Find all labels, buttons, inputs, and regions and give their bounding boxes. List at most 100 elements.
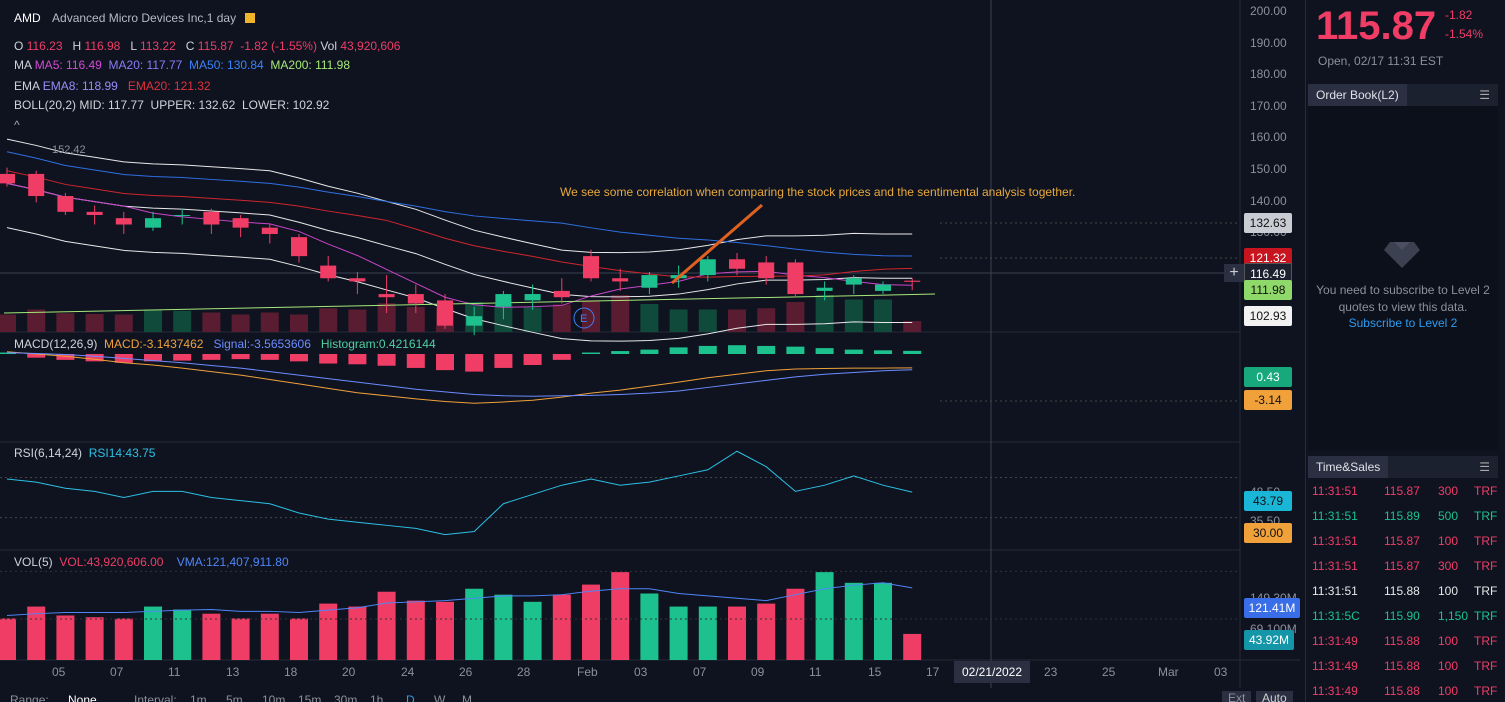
range-select[interactable]: None	[68, 693, 97, 702]
timesales-row: 11:31:49 115.88 100 TRF	[1312, 631, 1497, 651]
macd-hist-bar	[728, 345, 746, 354]
volume-bar	[290, 618, 308, 660]
timesales-menu-icon[interactable]: ☰	[1479, 460, 1490, 474]
macd-hist-bar	[874, 350, 892, 354]
candle-body	[407, 294, 424, 304]
tab-timesales[interactable]: Time&Sales	[1308, 456, 1389, 478]
time-axis-label: 18	[284, 665, 298, 679]
range-label: Range:	[10, 693, 49, 702]
time-axis-label: 25	[1102, 665, 1116, 679]
volume-bar	[698, 606, 717, 660]
tab-orderbook[interactable]: Order Book(L2)	[1308, 84, 1407, 106]
price-volume-bar	[290, 314, 308, 332]
candle-body	[729, 259, 745, 269]
earnings-marker: E	[580, 313, 587, 325]
ext-button[interactable]: Ext	[1222, 691, 1252, 702]
chart-annotation[interactable]: We see some correlation when comparing t…	[560, 185, 1076, 199]
time-axis-label: 23	[1044, 665, 1058, 679]
timesales-cell: 1,150	[1438, 609, 1469, 623]
price-volume-bar	[202, 312, 221, 332]
volume-bar	[406, 600, 425, 660]
timesales-row: 11:31:49 115.88 100 TRF	[1312, 656, 1497, 676]
crosshair-plus-icon[interactable]: +	[1224, 264, 1244, 282]
timesales-cell: TRF	[1474, 584, 1498, 598]
timesales-cell: 115.88	[1384, 659, 1420, 673]
price-volume-bar	[173, 310, 192, 332]
last-price: 115.87	[1316, 4, 1437, 48]
interval-option[interactable]: 15m	[298, 693, 322, 702]
ema-line: EMA EMA8: 118.99 EMA20: 121.32	[14, 79, 211, 93]
macd-hist-bar	[56, 354, 75, 360]
price-volume-bar	[0, 314, 16, 332]
vma-line	[6, 582, 913, 616]
macd-hist-bar	[436, 354, 454, 371]
annotation-trendline	[671, 203, 763, 285]
price-volume-bar	[144, 309, 162, 332]
price-volume-bar	[611, 295, 630, 332]
right-panel: 115.87 -1.82 -1.54% Open, 02/17 11:31 ES…	[1305, 0, 1505, 702]
candle-body	[583, 256, 599, 279]
price-volume-bar	[728, 309, 746, 332]
auto-button[interactable]: Auto	[1256, 691, 1293, 702]
time-axis-label: 17	[926, 665, 940, 679]
tag-macd-hist: 0.43	[1244, 367, 1292, 387]
macd-hist-bar	[903, 350, 922, 354]
bottom-toolbar: Range: None Interval: 1m 5m 10m 15m 30m 1h D W M…	[0, 688, 1300, 702]
chart-canvas[interactable]: E	[0, 0, 1305, 702]
timesales-cell: 300	[1438, 559, 1459, 573]
timesales-row: 11:31:51 115.87 300 TRF	[1312, 556, 1497, 576]
subscribe-level2-link[interactable]: Subscribe to Level 2	[1348, 316, 1458, 330]
price-volume-bar	[114, 314, 133, 332]
ohlc-line: O 116.23 H 116.98 L 113.22 C 115.87 -1.8…	[14, 39, 401, 53]
candle-body	[378, 294, 395, 298]
boll-mid-line	[6, 182, 913, 298]
interval-option[interactable]: 30m	[334, 693, 358, 702]
candle-body	[466, 316, 483, 326]
macd-hist-bar	[786, 346, 805, 354]
timesales-row: 11:31:51 115.88 100 TRF	[1312, 581, 1497, 601]
volume-bar	[874, 582, 892, 660]
volume-bar	[260, 613, 279, 660]
timesales-cell: TRF	[1474, 559, 1498, 573]
boll-lower-line	[6, 227, 913, 342]
timesales-cell: 115.88	[1384, 584, 1420, 598]
timesales-cell: 115.88	[1384, 634, 1420, 648]
tag-boll-upper: 132.63	[1244, 213, 1292, 233]
ma-line: MA MA5: 116.49 MA20: 117.77 MA50: 130.84…	[14, 58, 351, 72]
time-axis-label: 15	[868, 665, 882, 679]
candle-body	[641, 275, 658, 288]
timesales-cell: 11:31:51	[1312, 509, 1358, 523]
timesales-cell: TRF	[1474, 484, 1498, 498]
candle-body	[115, 218, 132, 225]
candle-body	[320, 265, 337, 279]
timesales-cell: 100	[1438, 659, 1459, 673]
interval-option[interactable]: 1m	[190, 693, 207, 702]
interval-option[interactable]: M	[462, 693, 472, 702]
interval-option[interactable]: 10m	[262, 693, 286, 702]
timesales-cell: 115.88	[1384, 684, 1420, 698]
price-volume-bar	[377, 303, 396, 332]
price-volume-bar	[85, 314, 104, 332]
crosshair-date: 02/21/2022	[954, 661, 1030, 683]
orderbook-menu-icon[interactable]: ☰	[1479, 88, 1490, 102]
timesales-cell: 11:31:49	[1312, 684, 1358, 698]
tag-ma200: 111.98	[1244, 280, 1292, 300]
rsi-legend: RSI(6,14,24) RSI14:43.75	[14, 446, 156, 460]
interval-option[interactable]: 1h	[370, 693, 384, 702]
timesales-cell: TRF	[1474, 634, 1498, 648]
macd-hist-bar	[523, 354, 542, 365]
interval-option[interactable]: 5m	[226, 693, 243, 702]
macd-hist-bar	[348, 354, 367, 365]
interval-option[interactable]: D	[406, 693, 415, 702]
candle-body	[816, 287, 833, 291]
volume-bar	[319, 603, 338, 660]
time-axis-label: 13	[226, 665, 240, 679]
time-axis-label: 28	[517, 665, 531, 679]
collapse-legend-icon[interactable]: ^	[14, 118, 20, 132]
interval-option[interactable]: W	[434, 693, 446, 702]
timesales-cell: 11:31:51	[1312, 484, 1358, 498]
candle-body	[787, 262, 804, 295]
note-icon[interactable]	[245, 13, 256, 23]
timesales-cell: 115.87	[1384, 534, 1420, 548]
